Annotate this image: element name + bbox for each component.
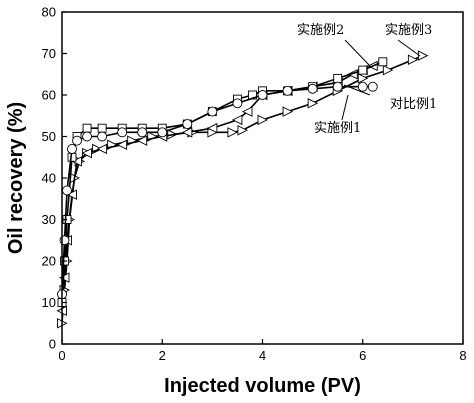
data-point: [227, 127, 238, 138]
data-point: [282, 85, 293, 96]
data-point: [231, 114, 243, 126]
data-point: [206, 122, 218, 134]
series-label: 实施例2: [297, 23, 344, 38]
data-point: [59, 272, 70, 283]
series-line: [61, 54, 424, 324]
data-point: [67, 143, 77, 154]
data-point: [82, 123, 92, 133]
x-axis-title: Injected volume (PV): [164, 375, 361, 397]
data-point: [181, 127, 193, 138]
series-label: 实施例1: [314, 121, 361, 136]
y-tick-label: 20: [42, 254, 56, 269]
annotation-leader: [341, 94, 349, 121]
data-point: [207, 106, 218, 117]
series-line: [61, 65, 374, 311]
x-tick-label: 6: [359, 348, 366, 363]
data-point: [257, 114, 269, 126]
data-point: [378, 57, 388, 67]
series-3: [57, 57, 388, 307]
data-point: [72, 135, 82, 146]
series-2: [56, 60, 378, 317]
data-point: [66, 189, 77, 200]
y-axis-title: Oil recovery (%): [5, 102, 27, 254]
data-point: [137, 127, 148, 138]
annotation-leader: [344, 39, 371, 67]
y-tick-label: 30: [42, 212, 56, 227]
plot-frame: [61, 11, 464, 345]
data-point: [257, 90, 268, 100]
y-tick-label: 50: [42, 129, 56, 144]
data-point: [382, 64, 394, 76]
y-tick-label: 40: [42, 171, 56, 186]
data-point: [81, 147, 93, 159]
data-point: [117, 127, 128, 138]
y-tick-label: 70: [42, 46, 56, 61]
data-point: [182, 119, 193, 130]
data-point: [97, 123, 107, 133]
series-1: [57, 50, 429, 329]
data-point: [237, 125, 248, 136]
data-point: [97, 131, 108, 142]
series-line: [61, 61, 384, 303]
annotations-layer: 实施例2 实施例3 对比例1 实施例1: [297, 23, 437, 136]
data-point: [136, 135, 148, 146]
data-point: [282, 106, 294, 117]
x-tick-label: 4: [259, 348, 266, 363]
data-point: [157, 127, 168, 138]
data-point: [332, 81, 343, 92]
data-point: [417, 50, 429, 61]
data-point: [96, 143, 108, 155]
data-point: [232, 98, 243, 109]
data-point: [62, 185, 72, 196]
series-label: 实施例3: [385, 23, 432, 38]
data-point: [358, 65, 368, 75]
data-point: [367, 81, 378, 92]
data-point: [333, 73, 343, 83]
y-tick-label: 80: [42, 5, 56, 20]
x-tick-label: 2: [159, 348, 166, 363]
x-tick-label: 8: [459, 348, 466, 363]
data-point: [407, 54, 419, 65]
x-tick-label: 0: [58, 348, 65, 363]
data-point: [357, 81, 368, 92]
data-point: [307, 83, 318, 94]
series-layer: [56, 50, 429, 329]
annotation-leader: [397, 39, 421, 57]
series-line: [61, 85, 373, 295]
series-4: [57, 81, 378, 300]
data-point: [116, 139, 128, 151]
y-tick-label: 0: [49, 337, 56, 352]
data-point: [71, 156, 82, 167]
annotation-leader: [343, 84, 371, 96]
data-point: [307, 98, 319, 109]
series-label: 对比例1: [390, 97, 437, 112]
data-point: [241, 106, 253, 117]
data-point: [82, 131, 93, 142]
y-tick-label: 10: [42, 295, 56, 310]
y-tick-label: 60: [42, 88, 56, 103]
data-point: [357, 73, 369, 84]
